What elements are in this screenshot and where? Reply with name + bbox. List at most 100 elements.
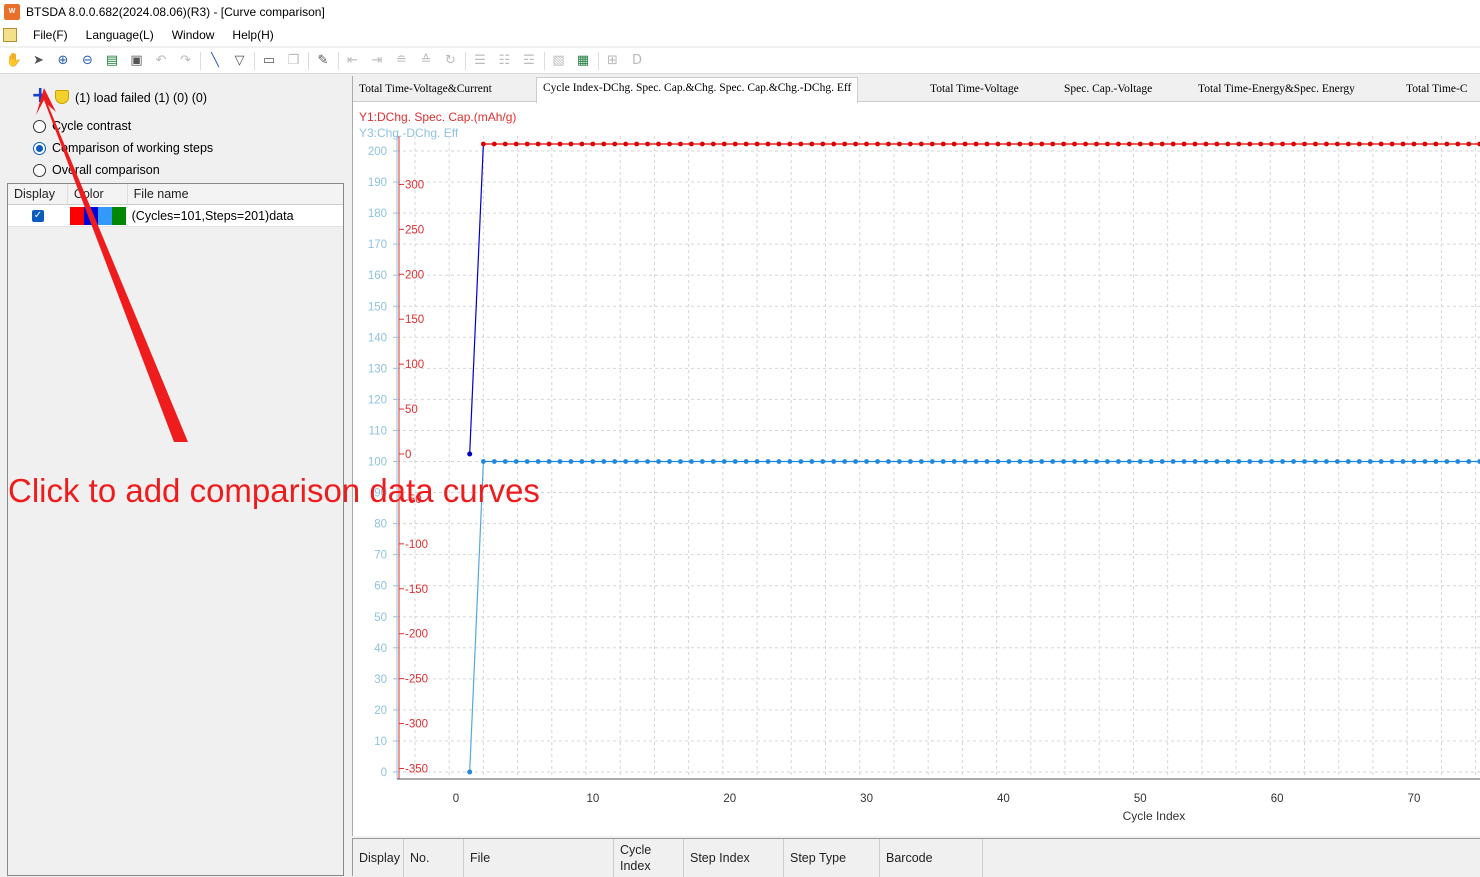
list-icon[interactable]: ☰: [474, 53, 486, 68]
header-step-index[interactable]: Step Index: [684, 839, 784, 877]
hand-icon[interactable]: ✋: [5, 53, 23, 68]
color-swatch-red: [69, 206, 84, 225]
data-point: [590, 459, 596, 464]
data-point: [1280, 459, 1286, 464]
header-file[interactable]: File: [464, 839, 614, 877]
y1-tick-label: -50: [405, 494, 422, 506]
tab-cycle-index-capacity[interactable]: Cycle Index-DChg. Spec. Cap.&Chg. Spec. …: [536, 77, 859, 103]
data-point: [853, 459, 859, 464]
menu-language[interactable]: Language(L): [85, 28, 154, 42]
settings-grid-icon[interactable]: ⊞: [607, 53, 618, 68]
header-barcode[interactable]: Barcode: [880, 839, 983, 877]
menu-file[interactable]: File(F): [33, 28, 68, 42]
step-icon[interactable]: ≘: [396, 53, 407, 68]
wrench-icon[interactable]: ✎: [317, 53, 329, 68]
header-file-name[interactable]: File name: [133, 187, 189, 201]
data-point: [1028, 459, 1034, 464]
open-folder-icon[interactable]: ▭: [262, 53, 276, 68]
line-tool-icon[interactable]: ╲: [211, 53, 219, 68]
data-point: [732, 141, 738, 147]
filter-icon[interactable]: ▽: [234, 53, 245, 68]
zoom-in-icon[interactable]: ⊕: [57, 53, 69, 68]
data-point: [1313, 141, 1318, 147]
data-point: [809, 459, 815, 464]
y3-tick-label: 200: [368, 146, 387, 158]
y1-tick-label: 200: [405, 269, 424, 281]
load-status: (1) load failed (1) (0) (0): [75, 91, 207, 105]
y3-tick-label: 150: [368, 301, 387, 313]
data-point: [1269, 459, 1275, 464]
header-cycle-index[interactable]: Cycle Index: [614, 839, 684, 877]
y3-tick-label: 140: [368, 332, 387, 344]
header-step-type[interactable]: Step Type: [784, 839, 880, 877]
checkbox-checked[interactable]: ✓: [31, 209, 44, 222]
document-icon[interactable]: [3, 28, 17, 42]
color-cell[interactable]: [68, 205, 128, 226]
header-display[interactable]: Display: [8, 184, 68, 204]
step-alt-icon[interactable]: ≙: [420, 53, 432, 68]
arrow-right-icon[interactable]: ⇥: [371, 53, 383, 68]
refresh-icon[interactable]: ↻: [445, 53, 456, 68]
redo-icon[interactable]: ↷: [180, 53, 191, 68]
y1-tick-label: -250: [405, 674, 428, 686]
zoom-out-icon[interactable]: ⊖: [82, 53, 93, 68]
data-point: [1061, 141, 1067, 147]
data-point: [579, 459, 585, 464]
y1-tick-label: -200: [405, 629, 428, 641]
radio-button[interactable]: [33, 141, 46, 155]
radio-cycle-contrast[interactable]: Cycle contrast: [33, 119, 131, 133]
data-point: [995, 459, 1001, 464]
data-point: [798, 141, 804, 147]
radio-button[interactable]: [33, 163, 46, 177]
tab-time-energy[interactable]: Total Time-Energy&Spec. Energy: [1198, 83, 1355, 95]
data-point: [1280, 141, 1286, 147]
chart-area: Total Time-Voltage&Current Cycle Index-D…: [352, 76, 1480, 836]
data-point: [1050, 459, 1056, 464]
y1-tick-label: 150: [405, 314, 424, 326]
data-point: [721, 141, 727, 147]
table-row[interactable]: ✓ (Cycles=101,Steps=201)data: [8, 205, 343, 227]
data-point: [623, 141, 629, 147]
pointer-icon[interactable]: ➤: [33, 53, 44, 68]
display-cell[interactable]: ✓: [8, 205, 68, 226]
list-alt-icon[interactable]: ☷: [498, 53, 511, 68]
y3-tick-label: 60: [374, 581, 387, 593]
data-point: [1477, 459, 1480, 464]
header-display[interactable]: Display: [353, 839, 404, 877]
radio-button[interactable]: [33, 119, 46, 133]
add-curve-button[interactable]: +: [31, 83, 50, 108]
tab-time-voltage-current[interactable]: Total Time-Voltage&Current: [359, 83, 492, 95]
radio-working-steps[interactable]: Comparison of working steps: [33, 141, 213, 155]
data-point: [864, 141, 869, 147]
export-icon[interactable]: ▣: [130, 53, 143, 68]
data-point: [1006, 141, 1012, 147]
data-point: [962, 459, 968, 464]
tab-time-voltage[interactable]: Total Time-Voltage: [930, 83, 1019, 95]
chart-plot[interactable]: 0102030405060708090100110120130140150160…: [353, 136, 1480, 836]
arrow-left-icon[interactable]: ⇤: [347, 53, 358, 68]
data-point: [688, 141, 694, 147]
d-icon[interactable]: D: [631, 53, 642, 68]
tab-time-c[interactable]: Total Time-C: [1406, 83, 1468, 95]
data-point: [1400, 141, 1406, 147]
data-point: [513, 141, 519, 147]
x-tick-label: 60: [1271, 793, 1284, 805]
data-point: [951, 141, 957, 147]
header-no[interactable]: No.: [404, 839, 464, 877]
rst-icon[interactable]: ▤: [105, 53, 119, 68]
title-bar: W BTSDA 8.0.0.682(2024.08.06)(R3) - [Cur…: [0, 0, 1480, 24]
undo-icon[interactable]: ↶: [155, 53, 167, 68]
tab-spec-cap-voltage[interactable]: Spec. Cap.-Voltage: [1064, 83, 1153, 95]
excel-icon[interactable]: ▦: [576, 53, 590, 68]
radio-overall-comparison[interactable]: Overall comparison: [33, 163, 160, 177]
menu-window[interactable]: Window: [171, 28, 215, 42]
save-icon[interactable]: ❐: [287, 53, 300, 68]
data-point: [1137, 141, 1143, 147]
menu-help[interactable]: Help(H): [232, 28, 274, 42]
list-detail-icon[interactable]: ☲: [523, 53, 535, 68]
image-icon[interactable]: ▧: [552, 53, 565, 68]
data-point: [973, 459, 979, 464]
data-point: [1422, 459, 1428, 464]
x-tick-label: 30: [860, 793, 873, 805]
header-color[interactable]: Color: [68, 184, 128, 204]
